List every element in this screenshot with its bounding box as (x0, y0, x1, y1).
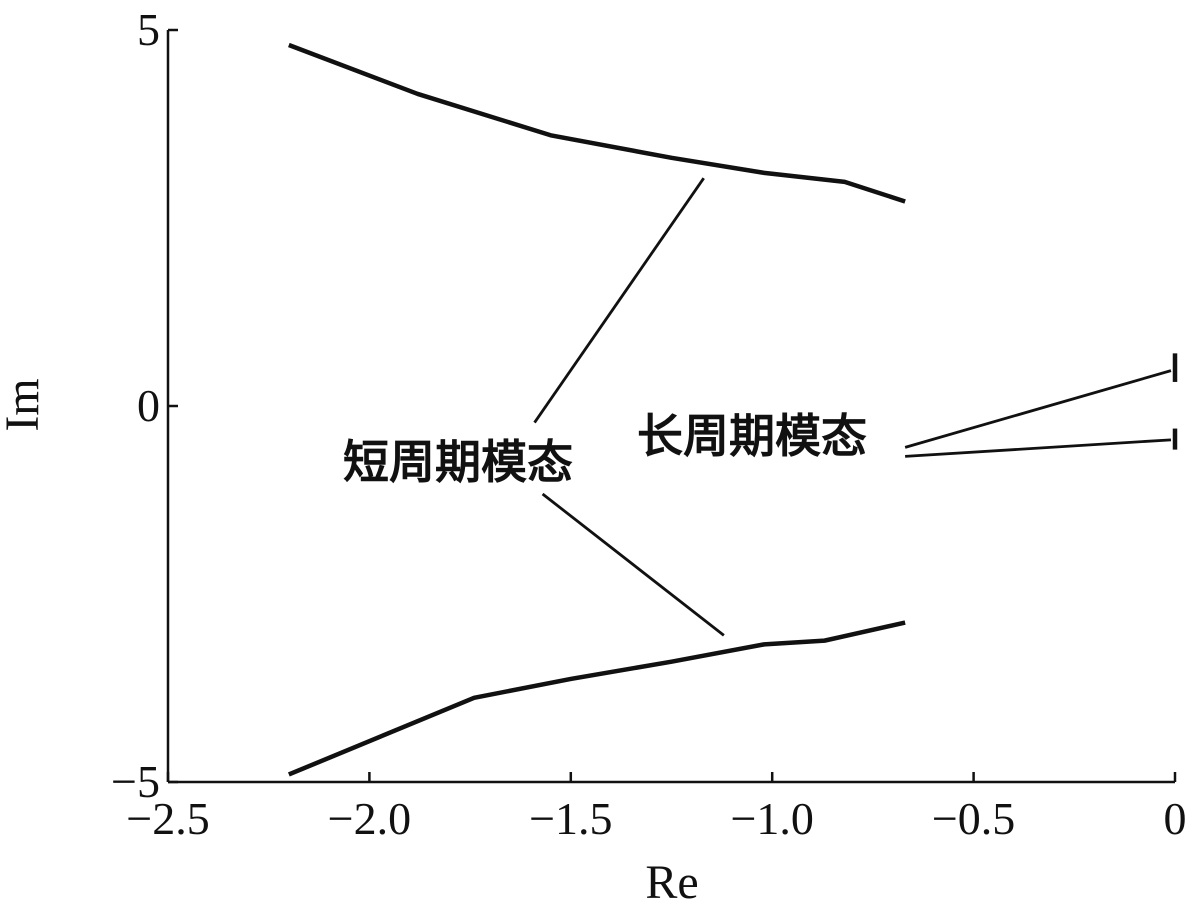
y-tick-label: 0 (137, 380, 160, 431)
short-period-leader-line-2 (541, 492, 725, 637)
series-short-period-lower (287, 620, 906, 777)
long-period-leader-line-2 (905, 438, 1172, 458)
annotation-lines-layer (533, 177, 1172, 637)
axes-layer (166, 30, 1175, 784)
y-axis-title: Im (0, 378, 49, 431)
long-period-leader-line-1 (904, 369, 1172, 449)
x-axis-title: Re (645, 856, 698, 909)
x-tick-label: 0 (1164, 793, 1187, 844)
ticks-layer: −2.5 −2.0 −1.5 −1.0 −0.5 0 5 0 −5 (111, 4, 1186, 844)
short-period-leader-line-1 (533, 177, 705, 424)
x-tick-label: −2.0 (328, 793, 411, 844)
y-tick-label: 5 (137, 4, 160, 55)
x-tick-label: −0.5 (932, 793, 1015, 844)
x-tick-label: −1.5 (529, 793, 612, 844)
annotation-short-period-mode: 短周期模态 (343, 435, 573, 489)
x-tick-label: −1.0 (730, 793, 813, 844)
x-tick-label: −2.5 (126, 793, 209, 844)
annotation-long-period-mode: 长周期模态 (637, 409, 867, 463)
series-layer (287, 42, 1178, 777)
series-short-period-upper (288, 42, 906, 204)
y-tick-label: −5 (111, 756, 160, 807)
